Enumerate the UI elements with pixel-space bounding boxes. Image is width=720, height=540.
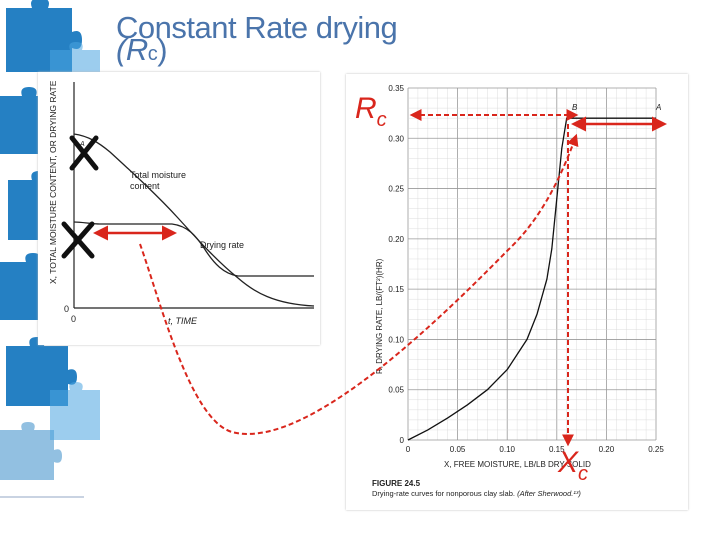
y-tick-label: 0.05 xyxy=(388,386,404,395)
title-text: Constant Rate drying xyxy=(116,10,398,45)
figure-drying-rate-moisture: 0 0.05 0.10 0.15 0.20 0.25 0.30 0.35 0 0.05 0.10 0.… xyxy=(346,74,688,510)
figure-number: FIGURE 24.5 xyxy=(372,479,421,488)
figure-caption: Drying-rate curves for nonporous clay sl… xyxy=(372,489,581,498)
x-tick-label: 0.25 xyxy=(648,445,664,454)
y-tick-label: 0.35 xyxy=(388,84,404,93)
y-tick-label: 0.10 xyxy=(388,335,404,344)
x-axis-label: t, TIME xyxy=(168,316,198,326)
footer-divider xyxy=(0,496,84,498)
x-tick-label: 0 xyxy=(406,445,411,454)
x-tick-label: 0.05 xyxy=(450,445,466,454)
title-subscript: (Rc) xyxy=(116,32,168,67)
y-tick-label: 0.15 xyxy=(388,285,404,294)
drying-rate-chart: 0 0.05 0.10 0.15 0.20 0.25 0.30 0.35 0 0.05 0.10 0.… xyxy=(372,84,664,498)
point-b-label: B xyxy=(572,103,578,112)
y-tick-label: 0 xyxy=(400,436,405,445)
origin-y-label: 0 xyxy=(64,304,69,314)
x-tick-label: 0.10 xyxy=(499,445,515,454)
slide-title: Constant Rate drying (Rc) xyxy=(116,10,398,82)
time-curve-svg: A Total moisture content Drying rate 0 0… xyxy=(48,80,315,326)
drying-rate-label: Drying rate xyxy=(200,240,244,250)
point-a-label: A xyxy=(79,141,85,148)
y-tick-label: 0.30 xyxy=(388,134,404,143)
y-axis-label: X, TOTAL MOISTURE CONTENT, OR DRYING RAT… xyxy=(48,80,58,284)
y-axis-label: R, DRYING RATE, LB/(FT²)(HR) xyxy=(375,258,384,374)
x-tick-label: 0.15 xyxy=(549,445,565,454)
chart-grid xyxy=(407,87,657,441)
x-axis-label: X, FREE MOISTURE, LB/LB DRY SOLID xyxy=(444,460,591,469)
moisture-content-curve xyxy=(73,133,315,307)
figure-drying-curves-time: A Total moisture content Drying rate 0 0… xyxy=(38,72,320,345)
moisture-label-line2: content xyxy=(130,181,160,191)
drying-rate-curve xyxy=(73,221,314,277)
origin-x-label: 0 xyxy=(71,314,76,324)
point-a-label: A xyxy=(655,103,661,112)
x-tick-label: 0.20 xyxy=(599,445,615,454)
y-tick-label: 0.20 xyxy=(388,235,404,244)
y-tick-label: 0.25 xyxy=(388,185,404,194)
moisture-label-line1: Total moisture xyxy=(130,170,186,180)
